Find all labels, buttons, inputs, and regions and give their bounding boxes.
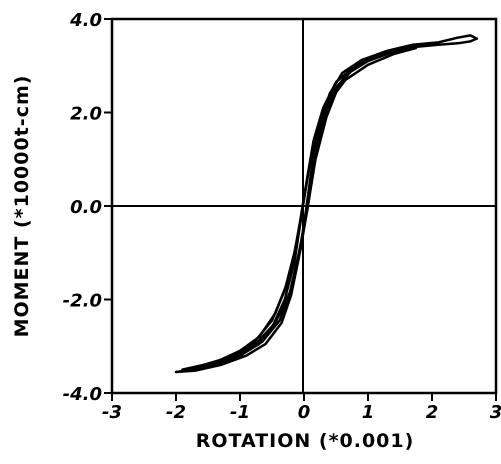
y-tick-label: -4.0 [63, 384, 102, 405]
x-tick-label: 3 [490, 402, 501, 423]
tick-labels: -3 -2 -1 0 1 2 3 -4.0 -2.0 0.0 2.0 4.0 [63, 10, 501, 423]
x-tick-label: -3 [102, 402, 122, 423]
x-tick-label: 2 [426, 402, 439, 423]
x-tick-label: 0 [298, 402, 311, 423]
y-tick-label: 0.0 [70, 197, 102, 218]
axis-ticks [104, 18, 497, 401]
x-axis-label: ROTATION (*0.001) [196, 430, 415, 452]
series-line-3 [193, 46, 418, 369]
x-tick-label: -1 [230, 402, 250, 423]
series-group [174, 34, 479, 374]
y-tick-label: 2.0 [70, 104, 102, 125]
y-tick-label: 4.0 [69, 10, 102, 31]
x-tick-label: -2 [166, 402, 186, 423]
y-tick-label: -2.0 [63, 291, 102, 312]
series-line-1 [174, 34, 479, 374]
series-line-2 [181, 44, 421, 371]
y-axis-label: MOMENT (*10000t-cm) [11, 75, 33, 338]
x-tick-label: 1 [362, 402, 375, 423]
